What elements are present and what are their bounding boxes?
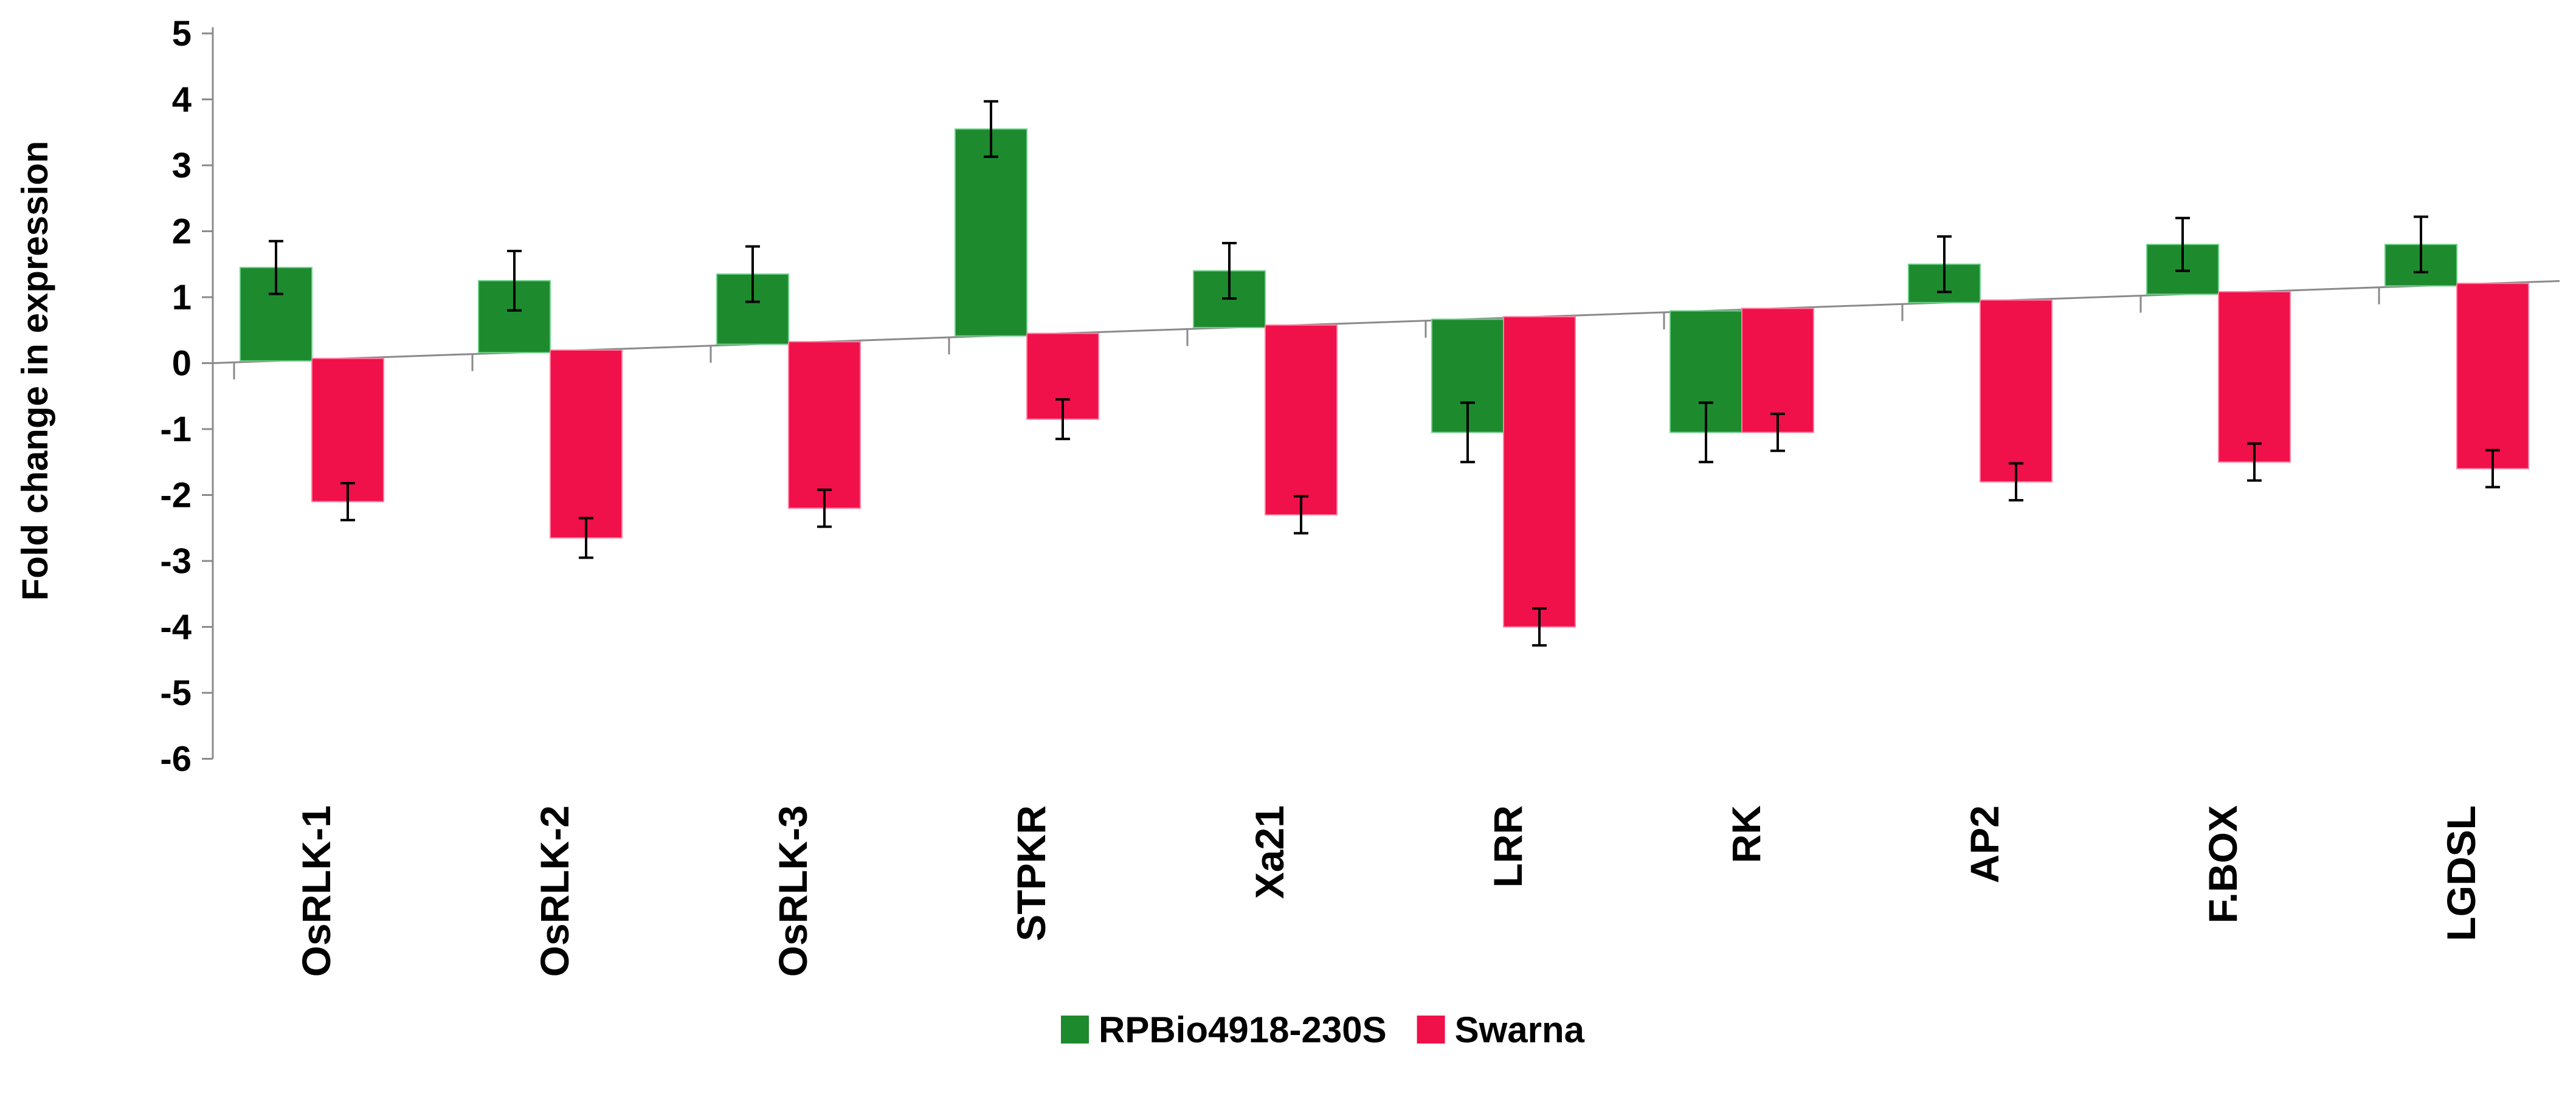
x-tick-label: LRR	[1485, 805, 1530, 888]
x-tick-label: Xa21	[1247, 805, 1292, 899]
y-tick-label: 0	[172, 344, 192, 383]
bar-swarna-osrlk-1	[311, 357, 384, 503]
y-tick-label: 4	[172, 80, 192, 120]
y-tick-label: -4	[160, 608, 192, 647]
error-bars	[269, 100, 2500, 647]
legend: RPBio4918-230S Swarna	[1061, 1009, 1585, 1050]
x-tick-label: F.BOX	[2200, 805, 2245, 923]
x-tick-label: LGDSL	[2439, 805, 2484, 941]
y-axis-title: Fold change in expression	[15, 141, 55, 601]
bar-swarna-rk	[1741, 308, 1814, 433]
legend-label-rpbio: RPBio4918-230S	[1099, 1009, 1387, 1050]
legend-swatch-rpbio	[1061, 1016, 1089, 1044]
bars	[240, 128, 2529, 628]
y-tick-label: -2	[160, 476, 192, 515]
y-tick-label: -1	[160, 410, 192, 449]
x-tick-label: OsRLK-3	[770, 805, 815, 977]
x-tick-label: RK	[1724, 805, 1769, 864]
y-tick-label: 2	[172, 212, 192, 252]
bar-swarna-f-box	[2218, 291, 2291, 463]
labels: 5 4 3 2 1 0 -1 -2 -3 -4 -5 -6 Fold change in express…	[15, 14, 2484, 977]
bar-rpbio-stpkr	[955, 128, 1027, 337]
bar-swarna-lgdsl	[2456, 283, 2529, 470]
x-tick-label: OsRLK-2	[532, 805, 577, 977]
bar-swarna-osrlk-3	[788, 341, 861, 509]
x-tick-label: STPKR	[1009, 805, 1054, 941]
bar-swarna-osrlk-2	[550, 349, 623, 539]
bar-swarna-ap2	[1980, 299, 2053, 483]
bar-swarna-lrr	[1503, 316, 1576, 628]
bar-swarna-xa21	[1265, 324, 1338, 516]
y-tick-label: -5	[160, 673, 192, 713]
legend-label-swarna: Swarna	[1455, 1009, 1585, 1050]
y-tick-label: 5	[172, 14, 192, 53]
y-tick-label: -3	[160, 542, 192, 581]
legend-swatch-swarna	[1417, 1016, 1445, 1044]
y-tick-label: 1	[172, 278, 192, 317]
x-tick-label: OsRLK-1	[294, 805, 339, 977]
y-tick-label: -6	[160, 740, 192, 779]
y-tick-label: 3	[172, 146, 192, 185]
x-tick-label: AP2	[1962, 805, 2007, 883]
